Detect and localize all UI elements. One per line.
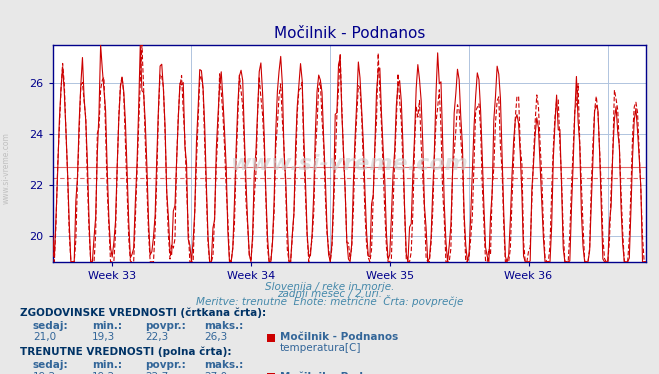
Title: Močilnik - Podnanos: Močilnik - Podnanos — [273, 26, 425, 41]
Text: 22,7: 22,7 — [145, 372, 168, 374]
Text: temperatura[C]: temperatura[C] — [280, 343, 362, 353]
Text: 19,2: 19,2 — [92, 372, 115, 374]
Text: Slovenija / reke in morje.: Slovenija / reke in morje. — [265, 282, 394, 292]
Text: 27,0: 27,0 — [204, 372, 227, 374]
Text: 21,0: 21,0 — [33, 332, 56, 342]
Text: Močilnik - Podnanos: Močilnik - Podnanos — [280, 332, 398, 342]
Text: ZGODOVINSKE VREDNOSTI (črtkana črta):: ZGODOVINSKE VREDNOSTI (črtkana črta): — [20, 307, 266, 318]
Text: 19,2: 19,2 — [33, 372, 56, 374]
Text: maks.:: maks.: — [204, 321, 244, 331]
Text: sedaj:: sedaj: — [33, 361, 69, 370]
Text: min.:: min.: — [92, 361, 123, 370]
Text: 26,3: 26,3 — [204, 332, 227, 342]
Text: maks.:: maks.: — [204, 361, 244, 370]
Text: Meritve: trenutne  Enote: metrične  Črta: povprečje: Meritve: trenutne Enote: metrične Črta: … — [196, 295, 463, 307]
Text: 22,3: 22,3 — [145, 332, 168, 342]
Text: povpr.:: povpr.: — [145, 321, 186, 331]
Text: TRENUTNE VREDNOSTI (polna črta):: TRENUTNE VREDNOSTI (polna črta): — [20, 347, 231, 357]
Text: min.:: min.: — [92, 321, 123, 331]
Text: www.si-vreme.com: www.si-vreme.com — [2, 132, 11, 204]
Text: www.si-vreme.com: www.si-vreme.com — [231, 154, 468, 174]
Text: zadnji mesec / 2 uri.: zadnji mesec / 2 uri. — [277, 289, 382, 299]
Text: 19,3: 19,3 — [92, 332, 115, 342]
Text: Močilnik - Podnanos: Močilnik - Podnanos — [280, 372, 398, 374]
Text: povpr.:: povpr.: — [145, 361, 186, 370]
Text: sedaj:: sedaj: — [33, 321, 69, 331]
